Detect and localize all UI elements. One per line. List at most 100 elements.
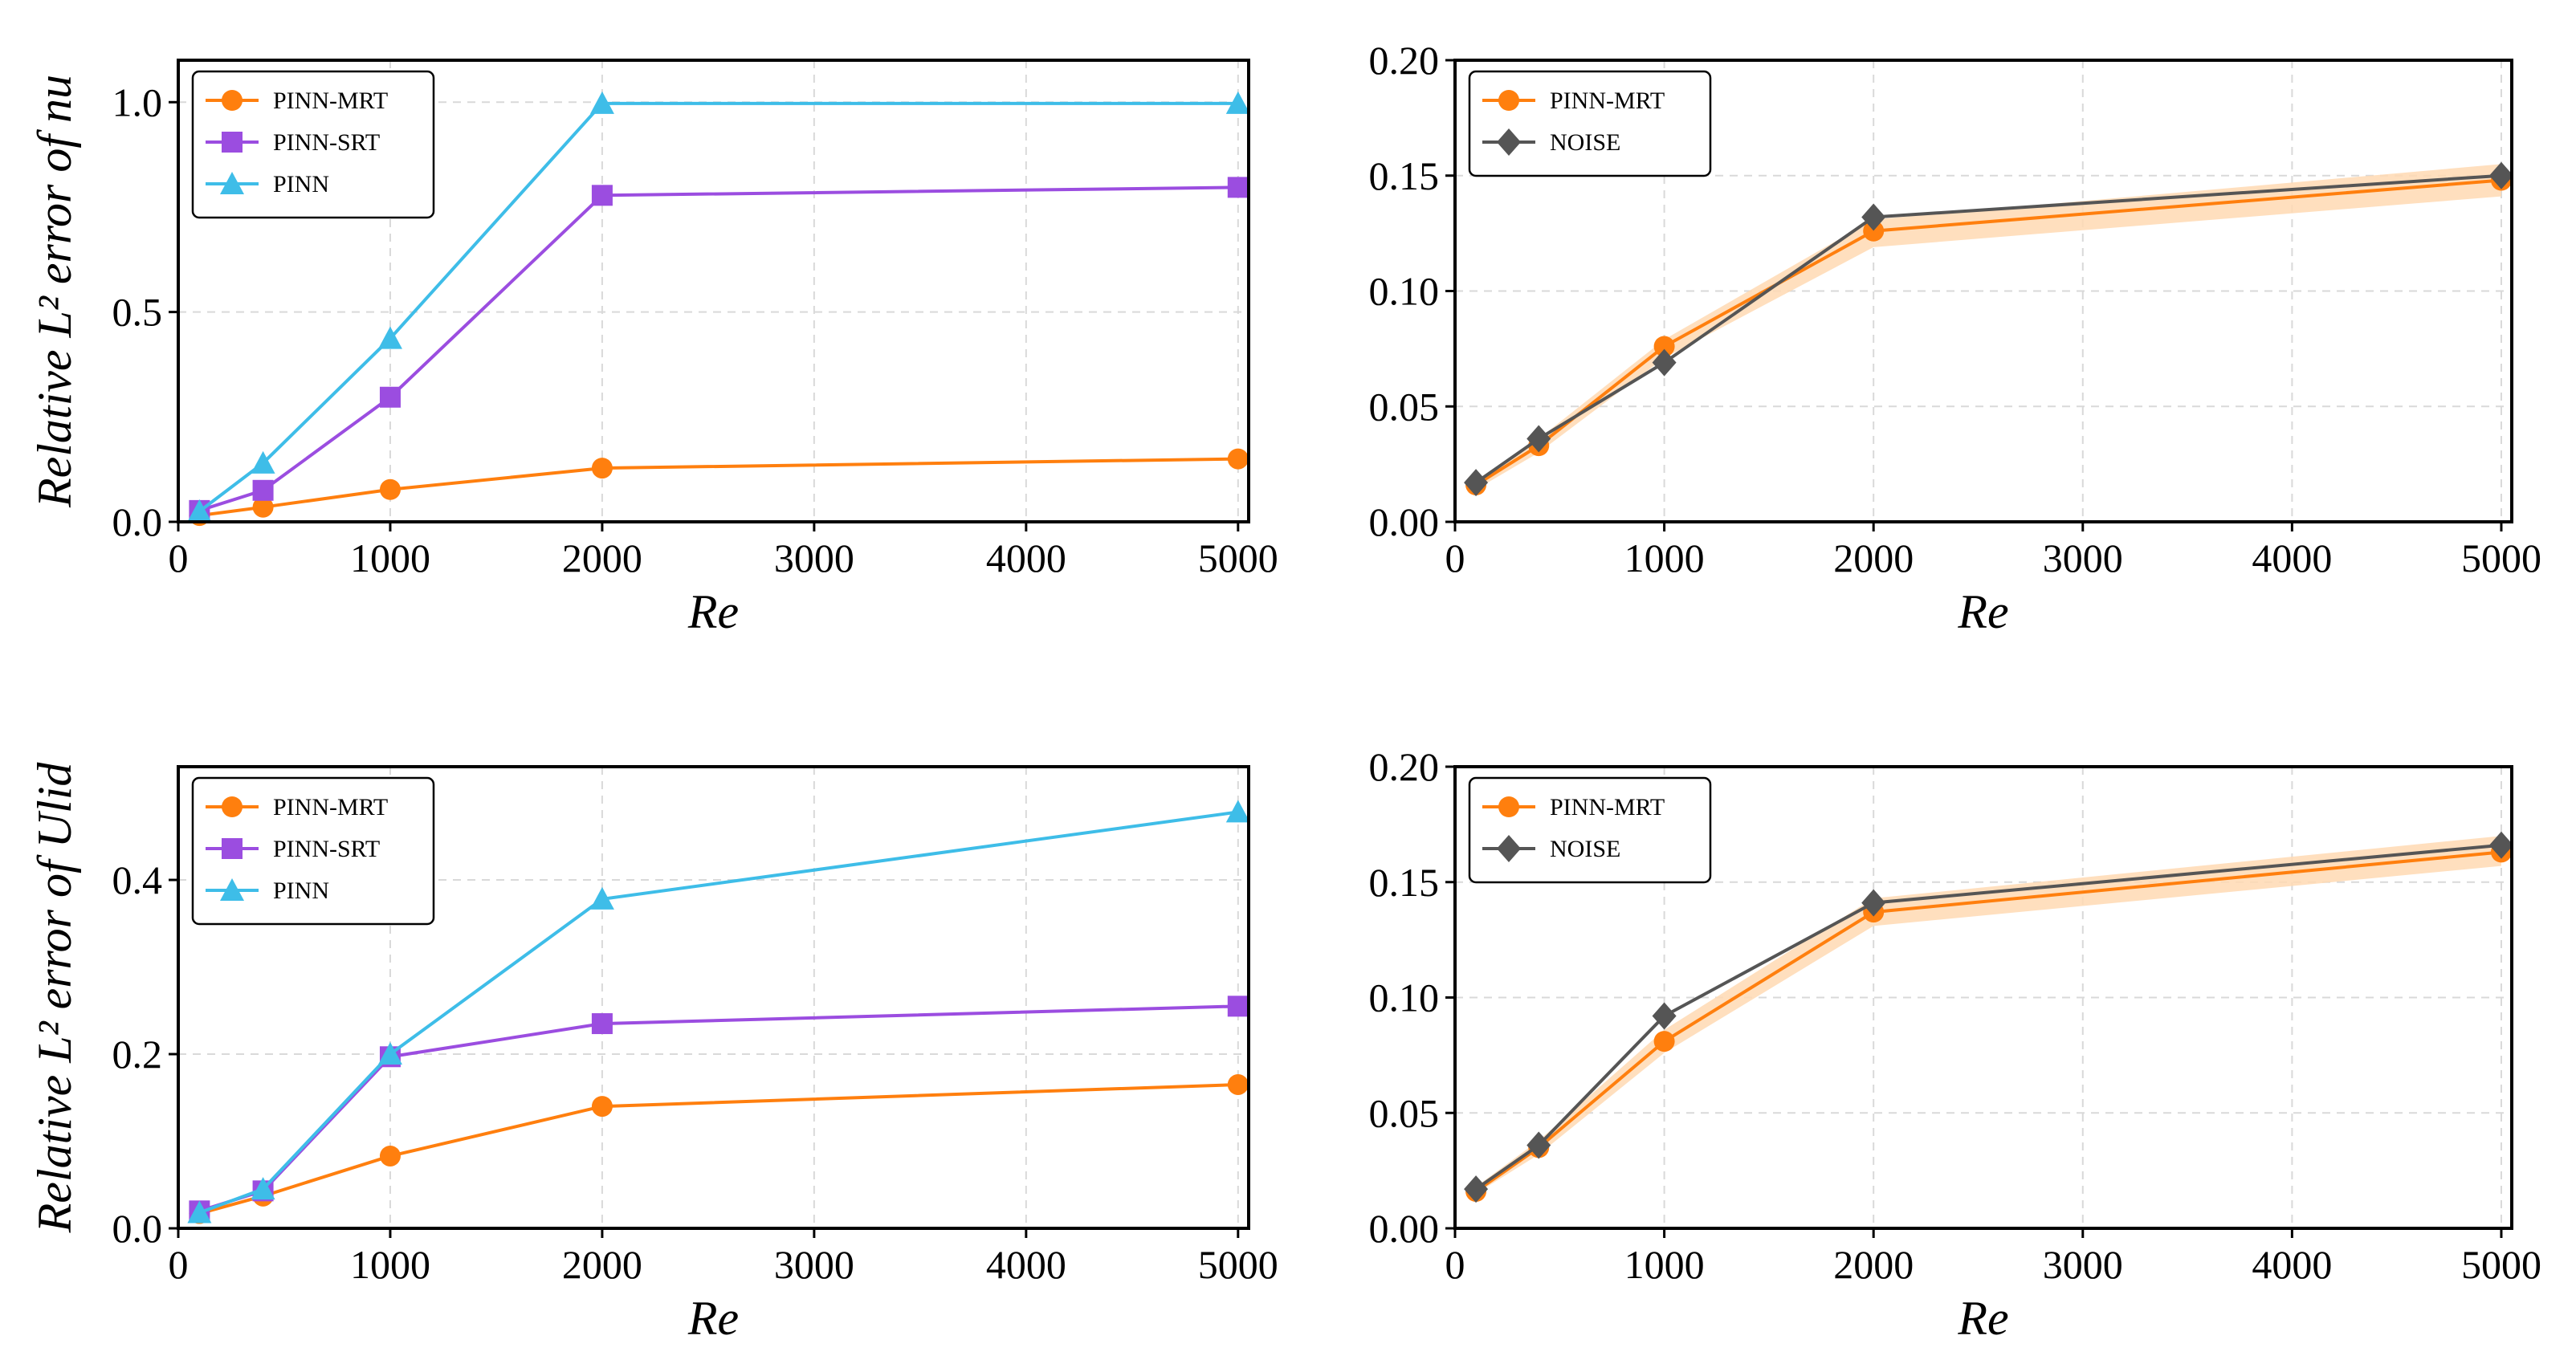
x-tick-label: 5000 [1198,535,1278,580]
y-tick-label: 0.0 [112,1206,163,1251]
legend-frame [1468,776,1712,884]
data-point [252,479,274,501]
axes-frame [177,59,1250,523]
legend: PINN-MRT NOISE [1468,70,1712,177]
legend-label: PINN [273,877,329,904]
legend-marker [220,172,244,194]
legend-marker [222,90,243,111]
data-point [591,185,613,206]
legend-marker [222,132,243,153]
x-tick-label: 5000 [2461,1242,2541,1287]
y-tick-label: 0.05 [1369,384,1440,429]
legend-marker [1497,835,1521,862]
y-tick-label: 0.0 [112,499,163,544]
data-point [1526,1131,1551,1159]
legend-marker [1497,128,1521,156]
legend-label: PINN-MRT [273,88,388,114]
x-tick-label: 5000 [2461,535,2541,580]
legend-label: PINN-MRT [1550,794,1665,820]
x-tick-label: 2000 [1833,535,1914,580]
legend-item-pinn-mrt: PINN-MRT [206,88,388,114]
legend: PINN-MRT PINN-SRT PINN [191,776,435,926]
y-tick-label: 0.00 [1369,1206,1440,1251]
data-point [379,478,401,500]
data-point [2488,161,2513,189]
legend-marker [1498,796,1519,817]
y-tick-label: 0.5 [112,290,163,335]
legend-item-pinn-srt: PINN-SRT [206,129,380,156]
data-point [1225,800,1250,823]
x-axis-title: Re [1957,585,2008,638]
legend-label: PINN-MRT [1550,88,1665,114]
data-point [1227,448,1249,470]
x-tick-label: 1000 [1624,1242,1705,1287]
x-tick-label: 4000 [986,535,1066,580]
legend-item-pinn-mrt: PINN-MRT [1482,88,1665,114]
legend-item-pinn: PINN [206,877,329,904]
legend-label: PINN-SRT [273,836,380,862]
x-tick-label: 3000 [2043,1242,2123,1287]
legend-item-pinn-mrt: PINN-MRT [1482,794,1665,820]
chart-panel-bottom-left: 0 1000 2000 3000 4000 5000 0.0 0.2 0.4 Re Relative… [28,762,1278,1345]
data-point [589,886,614,910]
data-point [1652,1002,1677,1030]
y-tick-label: 0.15 [1369,860,1440,905]
data-point [589,91,614,114]
legend-marker [222,838,243,859]
x-tick-label: 0 [169,1242,189,1287]
legend-frame [191,776,435,926]
x-tick-label: 0 [1445,535,1465,580]
legend-marker [220,878,244,901]
data-point [1863,220,1885,242]
y-axis-title: Relative L² error of nu [28,75,81,508]
legend-label: NOISE [1550,836,1620,862]
data-point [1861,203,1886,231]
data-point [1227,996,1249,1017]
data-point [591,1096,613,1118]
x-tick-label: 0 [1445,1242,1465,1287]
legend-marker [1498,90,1519,111]
confidence-band [1476,164,2501,490]
y-tick-label: 0.2 [112,1032,163,1077]
x-tick-label: 1000 [1624,535,1705,580]
x-axis-title: Re [1957,1292,2008,1345]
legend-label: NOISE [1550,129,1620,156]
y-tick-label: 0.20 [1369,38,1440,83]
x-tick-label: 2000 [562,1242,642,1287]
series-line-pinn-srt [198,1004,1238,1213]
legend-item-pinn-srt: PINN-SRT [206,836,380,862]
x-axis-title: Re [687,1292,739,1345]
x-tick-label: 5000 [1198,1242,1278,1287]
y-tick-label: 0.4 [112,857,163,902]
x-axis-title: Re [687,585,739,638]
x-tick-label: 1000 [350,1242,430,1287]
x-tick-label: 4000 [2252,1242,2332,1287]
y-tick-label: 0.00 [1369,499,1440,544]
x-tick-label: 3000 [774,1242,854,1287]
legend-frame [1468,70,1712,177]
data-point [1861,889,1886,917]
data-point [1464,1175,1489,1203]
legend-label: PINN [273,171,329,197]
data-point [591,458,613,479]
x-tick-label: 4000 [986,1242,1066,1287]
data-point [251,450,275,474]
x-tick-label: 3000 [2043,535,2123,580]
y-tick-label: 0.05 [1369,1090,1440,1135]
data-point [1227,177,1249,198]
data-point [1464,469,1489,497]
legend-label: PINN-MRT [273,794,388,820]
y-axis-title: Relative L² error of Ulid [28,762,81,1234]
y-tick-label: 0.15 [1369,153,1440,198]
confidence-band [1476,836,2501,1194]
axes-frame [177,765,1250,1230]
data-point [251,1177,275,1200]
data-point [591,1013,613,1035]
legend-item-noise: NOISE [1482,835,1620,862]
x-tick-label: 2000 [562,535,642,580]
data-point [1653,336,1675,357]
legend-marker [222,796,243,817]
data-point [379,1145,401,1167]
data-point [1227,1073,1249,1095]
